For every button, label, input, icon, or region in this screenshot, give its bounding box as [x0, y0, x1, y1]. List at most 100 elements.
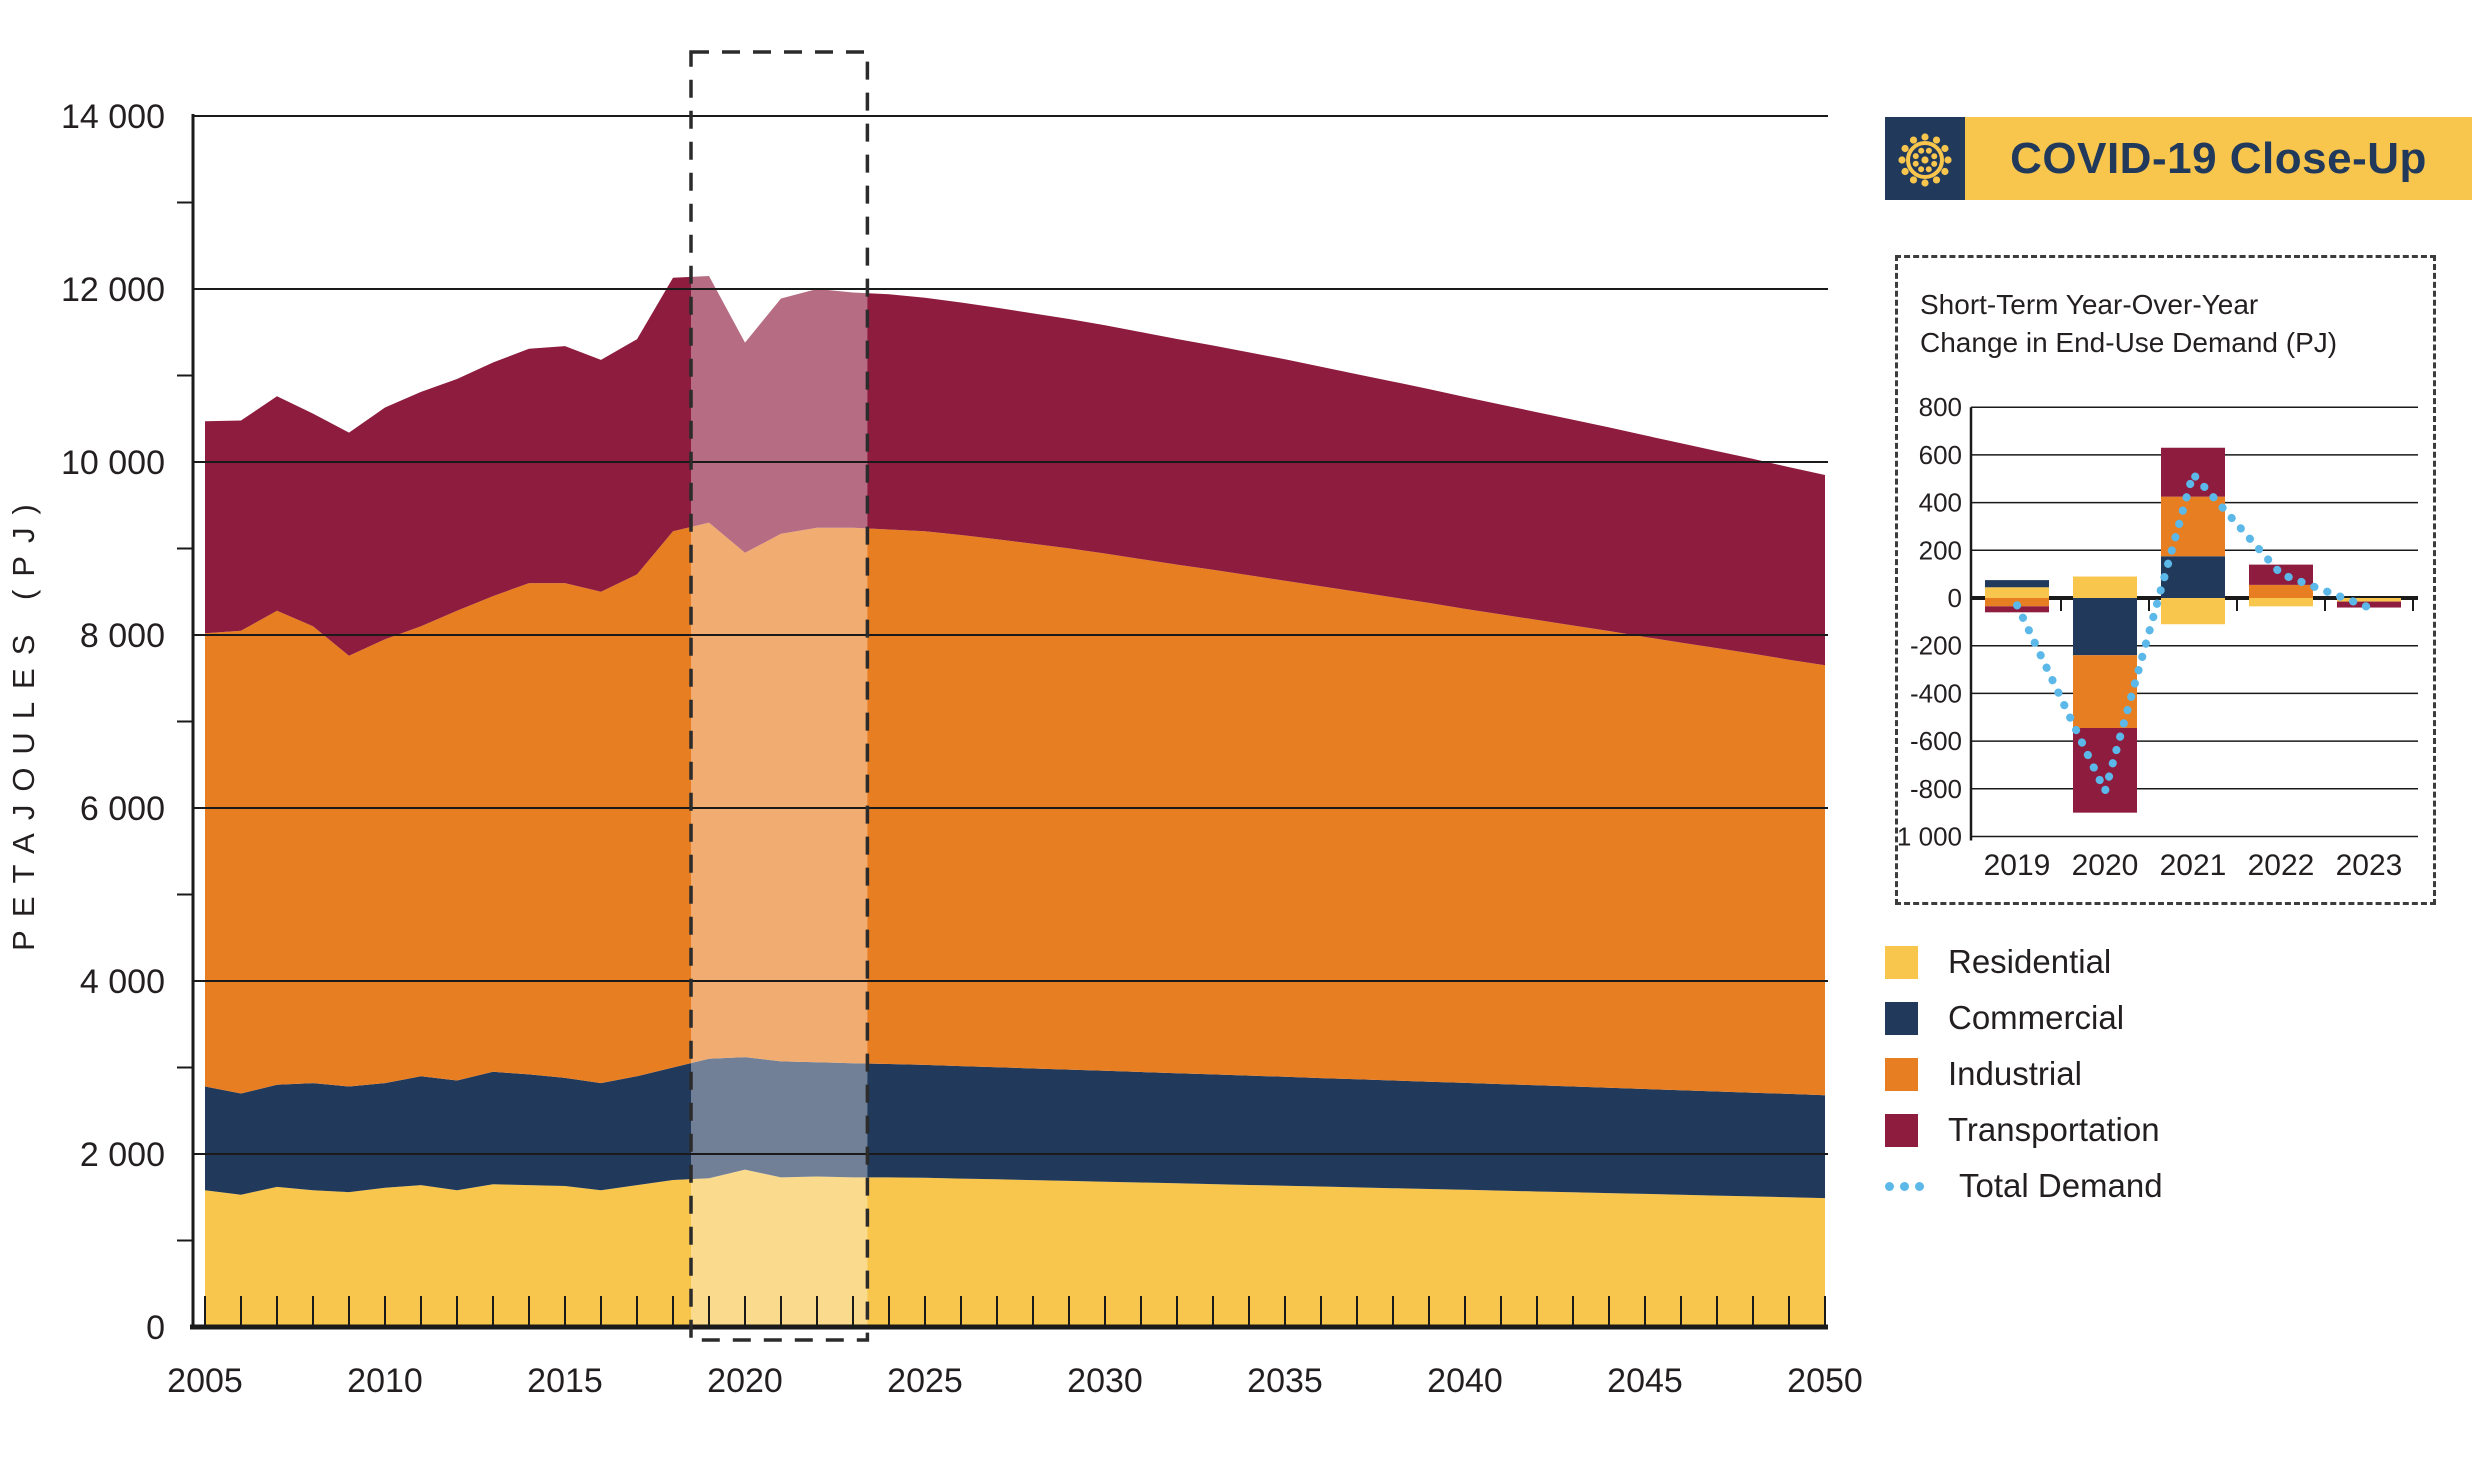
x-tick-label: 2015 [527, 1362, 603, 1400]
y-tick-label: 2 000 [80, 1136, 165, 1174]
inset-bar-residential-2023 [2337, 598, 2401, 602]
legend-item-transportation: Transportation [1885, 1102, 2163, 1158]
virus-inner-dot [1931, 152, 1938, 159]
inset-bar-chart: 800 600 400 200 0 -200 -400 -600 -800 -1 000 2019 2… [1898, 392, 2418, 882]
inset-y-tick-label: -600 [1910, 726, 1962, 756]
virus-ring [1906, 140, 1944, 179]
virus-spike [1909, 175, 1918, 184]
area-transportation [205, 276, 1825, 666]
covid-inset-panel: 800 600 400 200 0 -200 -400 -600 -800 -1 000 2019 2… [1895, 255, 2436, 905]
virus-spike [1941, 144, 1949, 152]
inset-title-line1: Short-Term Year-Over-Year [1920, 289, 2259, 320]
virus-spike [1944, 155, 1952, 164]
main-area-chart: 0 2 000 4 000 6 000 8 000 10 000 12 000 14 000 2… [6, 50, 1863, 1400]
virus-inner-dot [1918, 165, 1925, 172]
badge-band: COVID-19 Close-Up [1965, 117, 2472, 200]
total-demand-dotted-line-swatch [1885, 1181, 1929, 1191]
covid-dashed-box [689, 50, 870, 1342]
y-tick-label: 12 000 [61, 271, 165, 309]
inset-x-tick-label: 2023 [2336, 849, 2403, 882]
x-tick-label: 2025 [887, 1362, 963, 1400]
inset-bar-industrial-2022 [2249, 584, 2313, 598]
virus-spike [1921, 132, 1929, 141]
inset-total-demand-line [2013, 470, 2373, 796]
legend-label-residential: Residential [1948, 943, 2112, 980]
virus-icon [1885, 117, 1965, 200]
covid-highlight-overlay [691, 60, 868, 1327]
legend-label-industrial: Industrial [1948, 1055, 2082, 1092]
inset-bar-commercial-2019 [1985, 580, 2049, 588]
inset-bar-industrial-2021 [2161, 496, 2225, 557]
inset-y-tick-label: 0 [1948, 583, 1962, 613]
x-tick-label: 2010 [347, 1362, 423, 1400]
covid-badge: COVID-19 Close-Up [1885, 117, 2472, 200]
legend-item-industrial: Industrial [1885, 1046, 2163, 1102]
commercial-swatch [1885, 1001, 1918, 1035]
inset-bar-residential-2021 [2161, 598, 2225, 625]
legend-label-transportation: Transportation [1948, 1111, 2160, 1148]
y-tick-label: 14 000 [61, 98, 165, 136]
inset-x-tick-label: 2021 [2160, 849, 2227, 882]
x-tick-label: 2030 [1067, 1362, 1143, 1400]
virus-icon-glyph [1898, 132, 1952, 187]
inset-y-tick-label: 200 [1919, 535, 1962, 565]
legend-dot [1915, 1181, 1924, 1191]
covid-badge-label: COVID-19 Close-Up [2010, 133, 2427, 183]
x-tick-label: 2050 [1787, 1362, 1863, 1400]
virus-inner-dot [1925, 147, 1932, 154]
inset-x-tick-label: 2022 [2248, 849, 2315, 882]
legend-label-commercial: Commercial [1948, 999, 2125, 1036]
virus-spike [1941, 167, 1949, 175]
legend: Residential Commercial Industrial Transport… [1885, 934, 2163, 1214]
legend-dot [1900, 1181, 1909, 1191]
legend-item-total-demand: Total Demand [1885, 1158, 2163, 1214]
inset-x-tick-label: 2019 [1984, 849, 2051, 882]
virus-inner-dot [1912, 152, 1919, 159]
virus-spike [1932, 135, 1941, 144]
inset-y-tick-label: -200 [1910, 631, 1962, 661]
inset-y-tick-label: -400 [1910, 678, 1962, 708]
virus-center-dot [1921, 155, 1929, 164]
y-tick-label: 6 000 [80, 790, 165, 828]
legend-dot [1885, 1181, 1894, 1191]
virus-spike [1898, 155, 1906, 164]
x-tick-label: 2020 [707, 1362, 783, 1400]
y-tick-label: 8 000 [80, 617, 165, 655]
residential-swatch [1885, 945, 1918, 979]
inset-bar-residential-2020 [2073, 576, 2137, 598]
inset-bar-residential-2022 [2249, 598, 2313, 607]
legend-item-residential: Residential [1885, 934, 2163, 990]
transportation-swatch [1885, 1113, 1918, 1147]
y-tick-label: 10 000 [61, 444, 165, 482]
inset-bar-commercial-2020 [2073, 598, 2137, 656]
virus-inner-dot [1931, 160, 1938, 167]
inset-title: Short-Term Year-Over-Year Change in End-… [1920, 286, 2337, 362]
virus-inner-dot [1918, 147, 1925, 154]
inset-y-tick-label: 800 [1919, 392, 1962, 422]
area-commercial [205, 1057, 1825, 1199]
y-tick-label: 4 000 [80, 963, 165, 1001]
virus-spike [1932, 175, 1941, 184]
inset-y-tick-label: -800 [1910, 774, 1962, 804]
inset-y-tick-label: 600 [1919, 440, 1962, 470]
x-tick-label: 2045 [1607, 1362, 1683, 1400]
virus-inner-dot [1925, 165, 1932, 172]
virus-spike [1909, 135, 1918, 144]
area-residential [205, 1169, 1825, 1327]
inset-title-line2: Change in End-Use Demand (PJ) [1920, 327, 2338, 358]
virus-spike [1901, 144, 1909, 152]
x-tick-label: 2035 [1247, 1362, 1323, 1400]
x-tick-label: 2005 [167, 1362, 243, 1400]
virus-inner-dot [1912, 160, 1919, 167]
inset-x-tick-label: 2020 [2072, 849, 2139, 882]
inset-bar-residential-2019 [1985, 587, 2049, 598]
inset-y-tick-label: -1 000 [1898, 822, 1962, 852]
inset-bar-industrial-2020 [2073, 655, 2137, 728]
y-tick-label: 0 [146, 1309, 165, 1347]
legend-label-total-demand: Total Demand [1959, 1167, 2163, 1204]
virus-spike [1901, 167, 1909, 175]
inset-bar-transportation-2021 [2161, 447, 2225, 497]
inset-y-tick-label: 400 [1919, 488, 1962, 518]
industrial-swatch [1885, 1057, 1918, 1091]
